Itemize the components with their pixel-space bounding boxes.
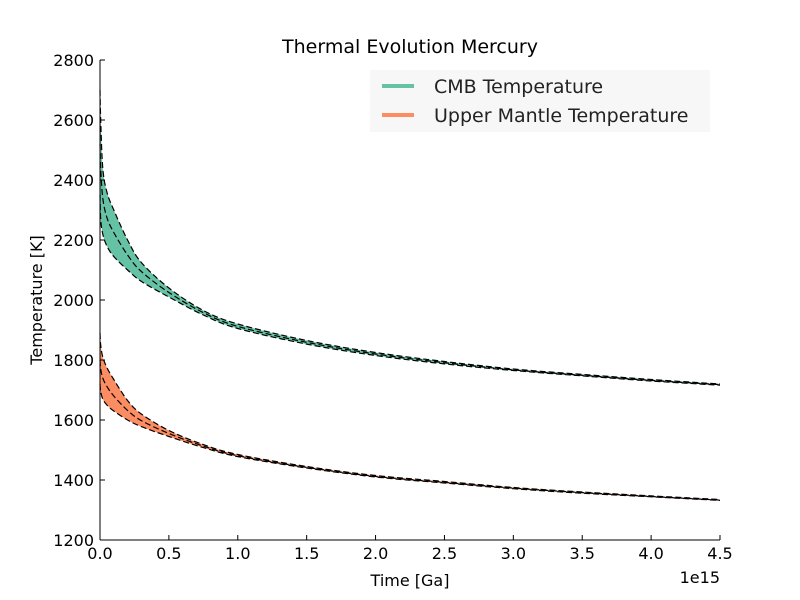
dashed-line-upper-mantle-2: [99, 359, 721, 501]
dashed-line-cmb-3: [99, 194, 721, 386]
x-tick-label: 0.5: [156, 544, 181, 563]
y-tick-label: 1200: [53, 531, 94, 550]
legend-label-cmb: CMB Temperature: [434, 76, 603, 98]
x-tick-label: 2.0: [363, 544, 388, 563]
x-tick-label: 2.5: [432, 544, 457, 563]
x-tick-label: 4.0: [638, 544, 663, 563]
y-tick-label: 2800: [53, 51, 94, 70]
y-axis-ticks: 1200 1400 1600 1800 2000 2200 2400 2600 2800: [53, 51, 105, 550]
y-tick-label: 1600: [53, 411, 94, 430]
y-tick-label: 2200: [53, 231, 94, 250]
x-axis-offset-label: 1e15: [680, 568, 720, 587]
x-tick-label: 1.0: [225, 544, 250, 563]
x-axis-ticks: 0.0 0.5 1.0 1.5 2.0 2.5 3.0 3.5 4.0 4.5: [87, 535, 733, 563]
y-tick-label: 2400: [53, 171, 94, 190]
y-axis-label: Temperature [K]: [27, 235, 46, 365]
x-tick-label: 0.0: [87, 544, 112, 563]
legend: CMB Temperature Upper Mantle Temperature: [370, 70, 710, 132]
x-axis-label: Time [Ga]: [370, 571, 450, 590]
x-tick-label: 4.5: [707, 544, 732, 563]
legend-label-upper-mantle: Upper Mantle Temperature: [434, 105, 688, 127]
x-tick-label: 3.0: [501, 544, 526, 563]
y-tick-label: 2000: [53, 291, 94, 310]
dashed-line-cmb-1: [99, 89, 721, 385]
y-tick-label: 1800: [53, 351, 94, 370]
dashed-line-cmb-2: [99, 143, 721, 386]
chart-title: Thermal Evolution Mercury: [281, 36, 538, 58]
x-tick-label: 1.5: [294, 544, 319, 563]
y-tick-label: 2600: [53, 111, 94, 130]
y-tick-label: 1400: [53, 471, 94, 490]
dashed-lines: [99, 89, 721, 501]
series-bands: [100, 90, 720, 501]
legend-box: [370, 70, 710, 132]
x-tick-label: 3.5: [569, 544, 594, 563]
dashed-line-upper-mantle-3: [99, 383, 721, 501]
band-upper-mantle: [100, 333, 720, 501]
